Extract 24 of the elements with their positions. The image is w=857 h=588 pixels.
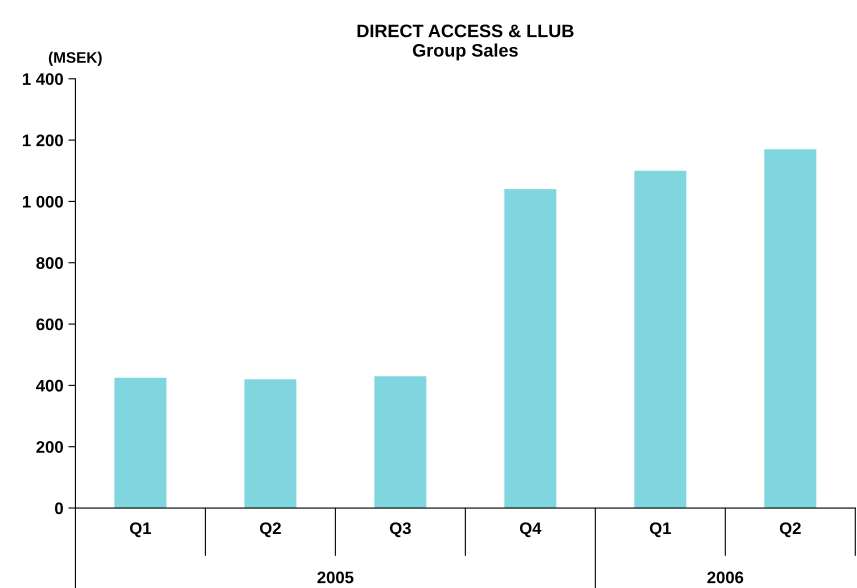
x-tick-label: Q1	[650, 522, 671, 538]
bar	[244, 379, 296, 508]
y-tick-label: 400	[36, 380, 63, 392]
y-axis-title: (MSEK)	[48, 52, 102, 66]
y-tick-label: 200	[36, 441, 63, 453]
text: 2005	[317, 572, 354, 584]
x-tick-label: Q1	[130, 522, 152, 538]
y-tick-label: 1 400	[22, 73, 63, 85]
bar	[504, 189, 556, 508]
chart-title: DIRECT ACCESS & LLUB Group Sales	[358, 24, 574, 60]
bar	[634, 170, 686, 508]
y-tick-label: 1 200	[22, 134, 63, 146]
y-tick-label: 0	[55, 502, 63, 514]
text: 2006	[707, 572, 744, 584]
x-tick-label: Q2	[780, 522, 801, 538]
bar	[764, 149, 816, 508]
bar	[114, 378, 166, 508]
x-tick-label: Q4	[520, 522, 542, 538]
y-tick-label: 800	[36, 257, 63, 269]
x-tick-label: Q3	[390, 522, 411, 538]
bar	[374, 376, 426, 508]
y-tick-label: 600	[36, 318, 63, 330]
y-tick-label: 1 000	[22, 196, 63, 208]
x-tick-label: Q2	[260, 522, 281, 538]
